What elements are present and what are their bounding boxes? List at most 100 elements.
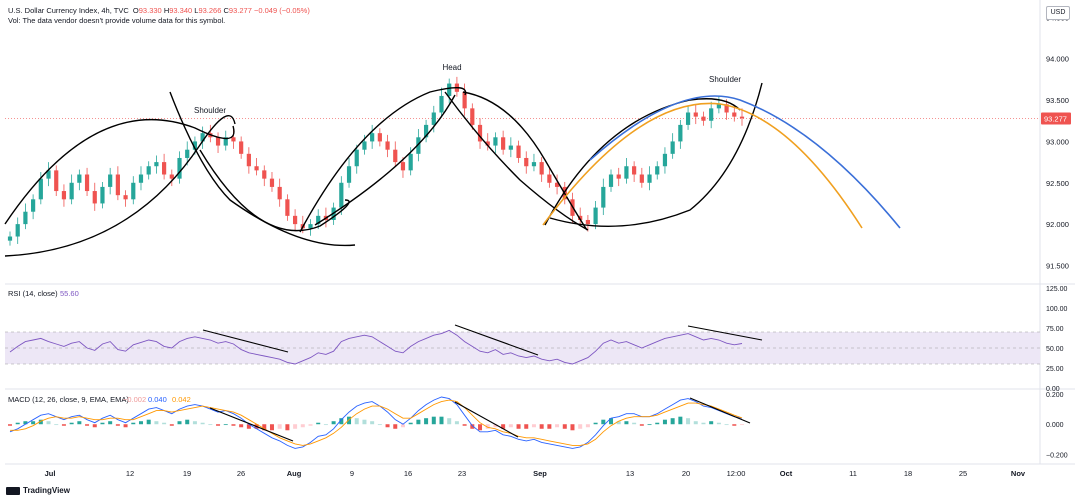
candle[interactable] xyxy=(662,147,668,174)
candle[interactable] xyxy=(123,190,128,207)
candle[interactable] xyxy=(701,111,706,126)
candle[interactable] xyxy=(601,178,606,216)
candle[interactable] xyxy=(632,161,637,182)
candle[interactable] xyxy=(485,133,490,151)
symbol-title[interactable]: U.S. Dollar Currency Index, 4h, TVC xyxy=(8,6,129,15)
candle[interactable] xyxy=(69,174,74,205)
candle[interactable] xyxy=(393,141,398,168)
candle[interactable] xyxy=(439,87,444,118)
candle[interactable] xyxy=(493,132,498,154)
candle[interactable] xyxy=(277,178,282,207)
candle[interactable] xyxy=(400,157,406,178)
candle[interactable] xyxy=(7,231,13,246)
candle[interactable] xyxy=(292,209,298,232)
candle[interactable] xyxy=(639,167,644,188)
candle[interactable] xyxy=(131,176,136,205)
candle[interactable] xyxy=(346,157,352,188)
candle[interactable] xyxy=(31,194,36,220)
candle[interactable] xyxy=(162,153,167,180)
rsi-divergence-line[interactable] xyxy=(687,325,763,341)
candle[interactable] xyxy=(554,174,560,195)
candle[interactable] xyxy=(215,132,221,154)
candle[interactable] xyxy=(608,169,614,192)
candle[interactable] xyxy=(685,105,691,130)
head-arc-up[interactable] xyxy=(299,87,467,233)
candle[interactable] xyxy=(516,140,521,163)
candle[interactable] xyxy=(709,101,714,129)
shoulder-arc-right-top[interactable] xyxy=(544,98,741,226)
candle[interactable] xyxy=(354,144,359,174)
currency-badge[interactable]: USD xyxy=(1046,6,1070,20)
candle[interactable] xyxy=(454,76,460,97)
candle[interactable] xyxy=(447,78,452,104)
candle[interactable] xyxy=(262,165,267,187)
candle[interactable] xyxy=(77,169,82,191)
rsi-divergence-line[interactable] xyxy=(202,329,289,353)
candle[interactable] xyxy=(370,124,375,149)
candle[interactable] xyxy=(254,157,259,176)
candle[interactable] xyxy=(477,118,483,149)
candle[interactable] xyxy=(285,194,290,221)
macd-signal-line[interactable] xyxy=(10,399,743,446)
candle[interactable] xyxy=(539,157,544,182)
candle[interactable] xyxy=(15,217,20,244)
candle[interactable] xyxy=(678,119,683,149)
candle[interactable] xyxy=(108,167,113,195)
candle[interactable] xyxy=(46,162,51,187)
macd-divergence-line[interactable] xyxy=(209,407,294,442)
candle[interactable] xyxy=(508,137,513,158)
candle[interactable] xyxy=(377,128,382,147)
candle[interactable] xyxy=(624,157,629,184)
candle[interactable] xyxy=(670,133,675,159)
candle[interactable] xyxy=(531,153,537,172)
candle[interactable] xyxy=(100,181,105,209)
candle[interactable] xyxy=(138,166,144,191)
head-arc-down-inner[interactable] xyxy=(462,91,588,231)
candle[interactable] xyxy=(739,108,745,126)
head-arc-down[interactable] xyxy=(444,91,589,231)
candle[interactable] xyxy=(308,219,313,236)
candle[interactable] xyxy=(501,130,506,155)
candle[interactable] xyxy=(524,151,529,174)
candle[interactable] xyxy=(655,161,660,180)
macd-divergence-line[interactable] xyxy=(454,401,519,438)
candle[interactable] xyxy=(724,99,729,120)
candle[interactable] xyxy=(547,167,552,188)
candle[interactable] xyxy=(385,134,390,158)
trend-arc-down-left[interactable] xyxy=(169,91,356,247)
candle[interactable] xyxy=(92,182,97,211)
candle[interactable] xyxy=(23,203,28,230)
candle[interactable] xyxy=(177,151,182,184)
macd-divergence-line[interactable] xyxy=(689,397,751,424)
shoulder-arc-right-bottom[interactable] xyxy=(549,82,763,227)
candle[interactable] xyxy=(431,105,436,133)
candle[interactable] xyxy=(154,155,159,174)
neck-arc-left[interactable] xyxy=(199,149,350,232)
projection-curve-orange[interactable] xyxy=(542,102,863,229)
candle[interactable] xyxy=(169,169,174,187)
candle[interactable] xyxy=(185,141,190,166)
candle[interactable] xyxy=(54,165,59,197)
candle[interactable] xyxy=(84,167,90,197)
candle[interactable] xyxy=(616,167,621,187)
projection-curve-blue[interactable] xyxy=(589,95,901,229)
rsi-divergence-line[interactable] xyxy=(454,324,539,356)
shoulder-arc-left-lower[interactable] xyxy=(4,114,236,257)
candle[interactable] xyxy=(269,172,275,192)
rsi-line[interactable] xyxy=(9,329,743,365)
candle[interactable] xyxy=(732,105,737,122)
candle[interactable] xyxy=(200,126,205,149)
candle[interactable] xyxy=(423,119,429,143)
candle[interactable] xyxy=(585,215,590,232)
candle[interactable] xyxy=(693,104,698,125)
candle[interactable] xyxy=(115,166,120,201)
candle[interactable] xyxy=(316,209,321,230)
macd-line[interactable] xyxy=(9,396,743,449)
candle[interactable] xyxy=(223,130,228,151)
candle[interactable] xyxy=(578,207,583,225)
candle[interactable] xyxy=(61,184,67,207)
head-arc-inner[interactable] xyxy=(314,94,456,226)
candle[interactable] xyxy=(470,103,475,130)
candle[interactable] xyxy=(593,200,598,230)
candle[interactable] xyxy=(246,147,251,174)
